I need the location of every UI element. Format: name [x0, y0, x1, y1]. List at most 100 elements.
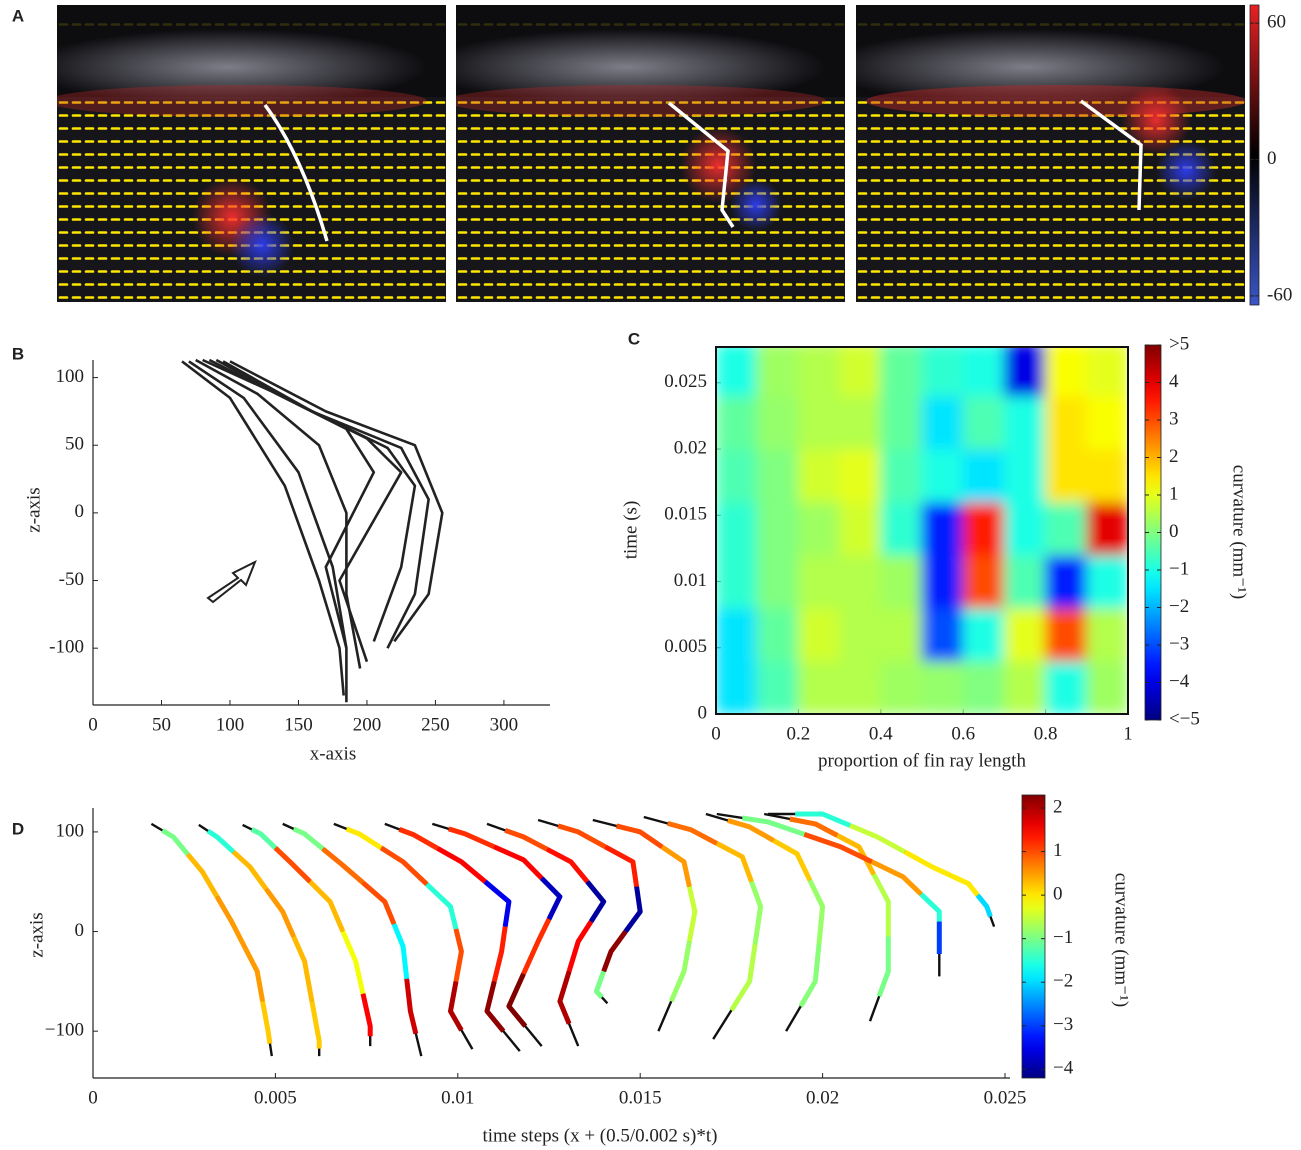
y-tick-label: 0.01: [674, 570, 707, 591]
heatmap-cell: [1086, 607, 1128, 662]
x-tick-label: 0.2: [787, 723, 811, 744]
curvature-segment: [521, 918, 552, 975]
colorbar-tick-label: 0: [1053, 883, 1063, 904]
heatmap-cell: [921, 448, 964, 503]
heatmap-cell: [921, 554, 964, 609]
curvature-segment: [264, 887, 296, 938]
heatmap-cell: [756, 554, 799, 609]
colorbar: [1021, 794, 1046, 1079]
curvature-segment: [604, 844, 640, 888]
curvature-segment: [557, 823, 607, 850]
curvature-segment: [273, 846, 312, 884]
curvature-segment: [161, 828, 190, 856]
colorbar-tick-label: 1: [1169, 483, 1179, 504]
curvature-segment: [623, 886, 643, 933]
colorbar-tick-label: −1: [1169, 558, 1189, 579]
heatmap-cell: [1086, 395, 1128, 450]
curvature-segment: [772, 838, 813, 882]
curvature-segment: [668, 941, 692, 1003]
curvature-segment: [741, 815, 806, 837]
y-tick-label: -100: [49, 637, 84, 658]
piv-frame: [856, 5, 1245, 302]
heatmap-cell: [756, 660, 799, 714]
fin-ray-outline: [643, 815, 762, 1040]
curvature-segment: [231, 849, 269, 891]
heatmap-cell: [716, 607, 758, 662]
colorbar-tick-label: −3: [1053, 1014, 1073, 1035]
x-axis-label: x-axis: [310, 743, 356, 764]
curvature-segment: [870, 859, 923, 897]
fin-ray-trace: [222, 360, 430, 649]
heatmap-cell: [716, 501, 758, 556]
curvature-segment: [749, 880, 764, 945]
curvature-segment: [615, 823, 664, 849]
curvature-segment: [686, 886, 698, 942]
curvature-segment: [483, 879, 512, 927]
fin-ray-trace: [229, 360, 444, 643]
colorbar-label: curvature (mm⁻¹): [1229, 465, 1250, 599]
heatmap-cell: [716, 347, 758, 397]
heatmap-cell: [756, 395, 799, 450]
y-tick-label: -50: [59, 569, 84, 590]
heatmap-cell: [1003, 395, 1047, 450]
colorbar: [1249, 4, 1260, 306]
curvature-segment: [453, 928, 464, 982]
curvature-segment: [789, 816, 839, 838]
y-tick-label: 0.025: [664, 371, 707, 392]
fin-ray-trace: [188, 360, 348, 703]
colorbar-tick-label: >5: [1169, 333, 1189, 354]
curvature-segment: [391, 923, 410, 980]
x-tick-label: 0.6: [951, 723, 975, 744]
x-tick-label: 0.8: [1034, 723, 1058, 744]
curvature-segment: [360, 993, 373, 1037]
colorbar-tick-label: 0: [1169, 521, 1179, 542]
y-axis-label: time (s): [620, 501, 641, 560]
curvature-segment: [425, 882, 459, 930]
heatmap-cell: [1003, 347, 1047, 397]
x-tick-label: 200: [353, 714, 382, 735]
heatmap-cell: [756, 347, 799, 397]
heatmap-cell: [962, 501, 1005, 556]
panel-label: B: [12, 344, 24, 363]
curvature-segment: [919, 892, 942, 922]
heatmap-cells: [716, 347, 1128, 714]
arrow-annotation: [206, 559, 257, 604]
curvature-segment: [185, 852, 220, 898]
heatmap-cell: [756, 501, 799, 556]
x-tick-label: 0: [711, 723, 721, 744]
heatmap-cell: [1003, 607, 1047, 662]
heatmap-cell: [716, 448, 758, 503]
curvature-segment: [715, 841, 754, 883]
heatmap-cell: [1086, 660, 1128, 714]
curvature-segment: [250, 827, 278, 850]
y-tick-label: 0: [698, 702, 708, 723]
piv-frame: [456, 5, 845, 302]
heatmap-cell: [962, 395, 1005, 450]
heatmap-cell: [1045, 660, 1088, 714]
heatmap-cell: [1045, 448, 1088, 503]
heatmap-cell: [1045, 347, 1088, 397]
curvature-segment: [214, 895, 247, 948]
colorbar-tick-label: -60: [1267, 284, 1292, 305]
y-tick-label: 100: [56, 366, 85, 387]
y-tick-label: −100: [45, 1020, 84, 1041]
curvature-segment: [546, 847, 590, 884]
heatmap-cell: [797, 347, 841, 397]
fin-ray-trace: [195, 358, 362, 669]
curvature-segment: [803, 832, 873, 865]
curvature-segment: [493, 844, 544, 880]
heatmap-cell: [880, 607, 923, 662]
x-tick-label: 0: [88, 714, 98, 735]
heatmap-cell: [880, 395, 923, 450]
heatmap-cell: [962, 607, 1005, 662]
curvature-segment: [292, 826, 325, 851]
piv-frame: [57, 5, 446, 302]
curvature-segment: [491, 926, 508, 982]
curvature-segment: [447, 826, 496, 850]
curvature-segment: [506, 972, 528, 1028]
heatmap-cell: [797, 501, 841, 556]
x-tick-label: 0.02: [806, 1087, 839, 1108]
curvature-segment: [557, 970, 572, 1025]
colorbar-tick-label: 4: [1169, 371, 1179, 392]
curvature-segment: [379, 845, 429, 887]
